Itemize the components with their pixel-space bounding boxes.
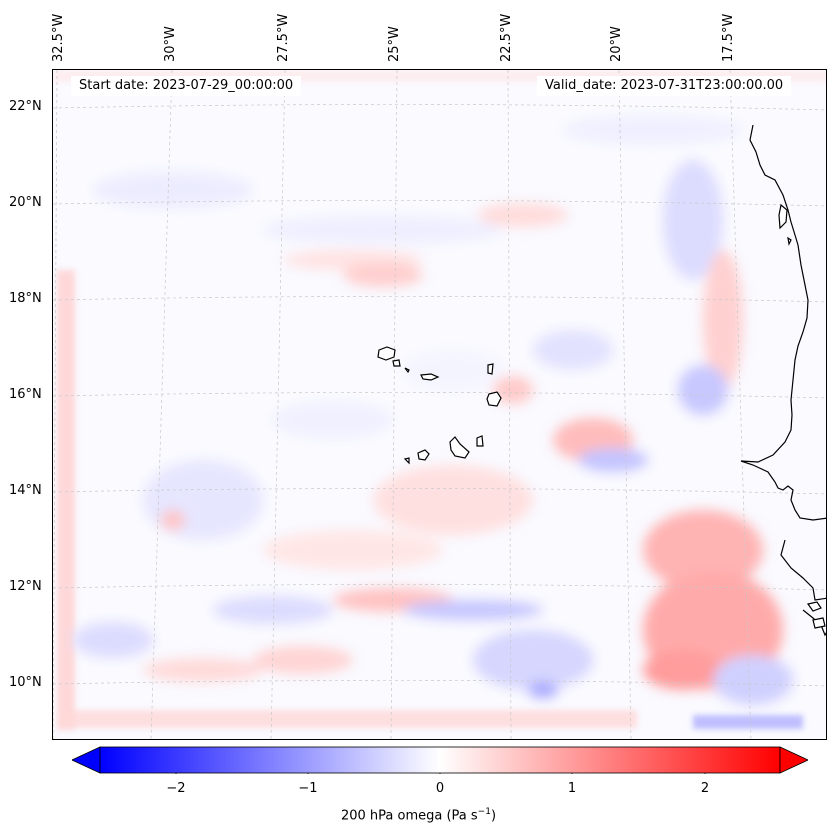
lat-label-10n: 10°N xyxy=(9,675,42,690)
lat-label-20n: 20°N xyxy=(9,195,42,210)
lon-label-22-5w: 22.5°W xyxy=(499,13,514,62)
lon-label-30w: 30°W xyxy=(163,26,178,62)
lat-label-14n: 14°N xyxy=(9,483,42,498)
lon-label-25w: 25°W xyxy=(387,26,402,62)
lon-label-32-5w: 32.5°W xyxy=(51,13,66,62)
colorbar-extend-left xyxy=(72,746,101,774)
lat-label-22n: 22°N xyxy=(9,99,42,114)
omega-field-map xyxy=(53,70,826,739)
start-date-label: Start date: 2023-07-29_00:00:00 xyxy=(71,76,302,96)
colorbar-tick-minus-2: −2 xyxy=(166,781,186,796)
lon-label-20w: 20°W xyxy=(609,26,624,62)
lat-label-18n: 18°N xyxy=(9,291,42,306)
boundary-frame xyxy=(53,70,826,730)
lon-label-27-5w: 27.5°W xyxy=(276,13,291,62)
colorbar-label: 200 hPa omega (Pa s−1) xyxy=(340,807,497,824)
colorbar-tick-minus-1: −1 xyxy=(298,781,318,796)
colorbar xyxy=(72,746,808,774)
valid-date-label: Valid_date: 2023-07-31T23:00:00.00 xyxy=(537,76,792,96)
colorbar-tick-1: 1 xyxy=(567,781,577,796)
colorbar-tick-2: 2 xyxy=(700,781,710,796)
graticule xyxy=(53,70,826,739)
islands xyxy=(377,203,826,629)
map-frame xyxy=(52,69,827,740)
colorbar-extend-right xyxy=(779,746,808,774)
colorbar-tick-0: 0 xyxy=(435,781,445,796)
lon-label-17-5w: 17.5°W xyxy=(721,13,736,62)
lat-label-12n: 12°N xyxy=(9,579,42,594)
colorbar-body xyxy=(99,746,781,774)
omega-field-blobs xyxy=(73,116,793,705)
lat-label-16n: 16°N xyxy=(9,387,42,402)
